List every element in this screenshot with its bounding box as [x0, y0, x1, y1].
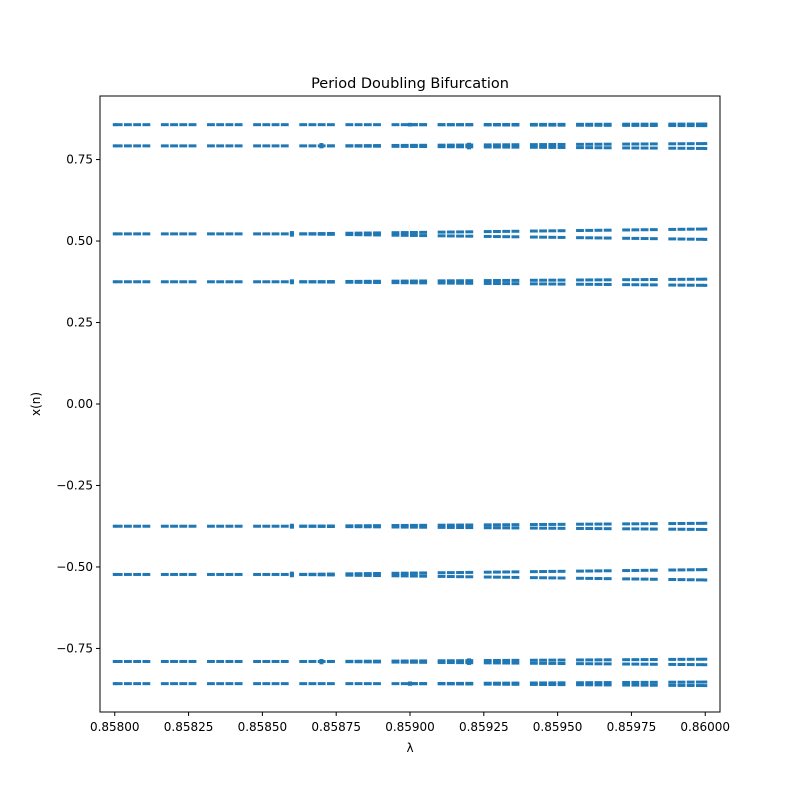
data-point: [703, 146, 708, 150]
data-point: [703, 663, 708, 667]
x-tick-label: 0.85800: [90, 720, 140, 734]
x-tick-label: 0.85850: [238, 720, 288, 734]
branch-b7-trace: [114, 657, 704, 667]
data-point: [703, 684, 708, 688]
x-tick-label: 0.85875: [311, 720, 361, 734]
data-point: [703, 124, 708, 128]
x-tick-label: 0.85900: [385, 720, 435, 734]
branch-b1-trace: [114, 122, 704, 128]
branch-b4-trace: [114, 277, 704, 287]
data-point: [289, 281, 294, 285]
data-point: [703, 680, 708, 684]
data-point: [289, 231, 294, 235]
branch-b2-trace: [114, 142, 704, 150]
x-axis: 0.85800 0.85825 0.85850 0.85875 0.85900 0.859…: [90, 712, 730, 734]
y-tick-label: 0.00: [66, 397, 93, 411]
data-point: [703, 521, 708, 525]
data-point: [703, 568, 708, 572]
data-point: [289, 571, 294, 575]
data-point: [289, 523, 294, 527]
y-axis-title: x(n): [29, 392, 43, 416]
branch-b6-trace: [114, 568, 704, 582]
data-point: [703, 578, 708, 582]
y-tick-label: 0.25: [66, 316, 93, 330]
data-point: [703, 227, 708, 231]
y-tick-label: 0.75: [66, 153, 93, 167]
x-axis-title: λ: [406, 741, 413, 755]
y-tick-label: −0.25: [56, 478, 93, 492]
x-tick-label: 0.85950: [533, 720, 583, 734]
data-point: [703, 657, 708, 661]
data-point: [289, 279, 294, 283]
chart-title: Period Doubling Bifurcation: [311, 76, 509, 92]
branch-b8-trace: [114, 680, 704, 688]
x-tick-label: 0.86000: [680, 720, 730, 734]
data-point: [703, 237, 708, 241]
y-tick-label: −0.50: [56, 560, 93, 574]
data-point: [703, 283, 708, 287]
y-axis: 0.75 0.50 0.25 0.00 −0.25 −0.50 −0.75: [56, 153, 100, 655]
data-point: [703, 527, 708, 531]
plot-marks: [112, 122, 708, 688]
data-point: [703, 277, 708, 281]
data-point: [703, 122, 708, 126]
data-point: [289, 525, 294, 529]
y-tick-label: 0.50: [66, 234, 93, 248]
branch-b3-trace: [114, 227, 704, 241]
x-tick-label: 0.85975: [607, 720, 657, 734]
x-tick-label: 0.85925: [459, 720, 509, 734]
plot-area-frame: [99, 95, 721, 713]
data-point: [703, 142, 708, 146]
x-tick-label: 0.85825: [164, 720, 214, 734]
y-tick-label: −0.75: [56, 641, 93, 655]
data-point: [289, 233, 294, 237]
data-point: [289, 574, 294, 578]
branch-b5-trace: [114, 521, 704, 531]
